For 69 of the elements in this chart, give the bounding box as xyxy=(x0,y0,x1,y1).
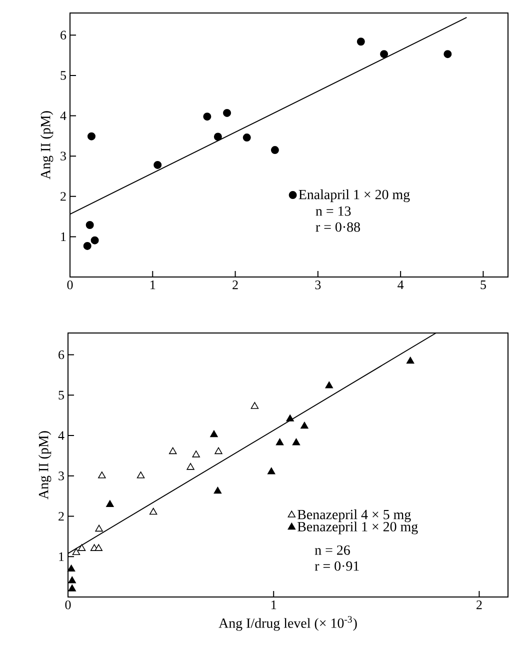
point xyxy=(68,584,76,592)
point xyxy=(214,447,222,454)
x-tick-label: 2 xyxy=(232,280,238,290)
point xyxy=(78,544,86,551)
point xyxy=(380,50,388,58)
x-axis-title: Ang I/drug level (× 10$^{-3}$) xyxy=(218,616,357,631)
y-tick-label: 5 xyxy=(58,390,64,400)
y-tick-label: 1 xyxy=(59,552,64,561)
point xyxy=(276,438,284,446)
x-tick-label: 5 xyxy=(480,280,486,290)
y-tick-label: 5 xyxy=(60,71,66,80)
y-tick-label: 3 xyxy=(60,152,66,160)
x-tick-label: 0 xyxy=(65,600,71,610)
point xyxy=(356,38,365,46)
point xyxy=(250,402,259,409)
legend-label: Benazepril 1 × 20 mg xyxy=(298,522,418,534)
x-tick-label: 3 xyxy=(315,280,321,290)
x-tick-label: 2 xyxy=(476,600,482,610)
point xyxy=(406,356,414,364)
annotation: n = 26 xyxy=(314,545,350,555)
x-tick-label: 1 xyxy=(150,280,156,290)
y-tick-label: 1 xyxy=(61,232,66,241)
point xyxy=(214,132,222,141)
point xyxy=(286,414,294,422)
point xyxy=(95,524,103,532)
point xyxy=(149,508,158,515)
point xyxy=(192,450,200,458)
point xyxy=(300,422,308,429)
point xyxy=(154,160,162,169)
point xyxy=(106,500,114,507)
point xyxy=(67,564,76,572)
y-tick-label: 4 xyxy=(60,112,66,120)
y-tick-label: 2 xyxy=(58,512,64,521)
point xyxy=(136,472,145,478)
legend-label: Enalapril 1 × 20 mg xyxy=(298,189,410,202)
y-tick-label: 6 xyxy=(58,350,64,360)
annotation: r = 0·88 xyxy=(316,222,360,232)
y-tick-label: 4 xyxy=(58,431,64,440)
y-tick-label: 2 xyxy=(60,192,66,201)
point xyxy=(87,132,96,140)
annotation: r = 0·91 xyxy=(314,561,359,571)
annotation: n = 13 xyxy=(316,206,351,216)
point xyxy=(83,242,92,250)
point xyxy=(203,112,212,121)
x-tick-label: 0 xyxy=(67,280,73,290)
point xyxy=(214,486,222,494)
point xyxy=(223,108,232,117)
point xyxy=(94,544,102,551)
point xyxy=(90,236,99,244)
point xyxy=(270,146,279,154)
point xyxy=(169,447,177,454)
point xyxy=(98,472,106,478)
point xyxy=(444,50,452,58)
point xyxy=(325,381,333,388)
point xyxy=(292,438,300,446)
y-axis-title: Ang II (pM) xyxy=(40,111,54,180)
point xyxy=(242,134,251,142)
point xyxy=(186,463,194,470)
legend-label: Benazepril 4 × 5 mg xyxy=(298,509,411,522)
y-axis-title: Ang II (pM) xyxy=(38,431,52,500)
point xyxy=(86,221,94,230)
x-tick-label: 4 xyxy=(398,280,404,290)
point xyxy=(72,548,80,556)
y-tick-label: 3 xyxy=(58,472,64,480)
point xyxy=(68,576,76,584)
point xyxy=(210,430,218,438)
x-tick-label: 1 xyxy=(272,600,276,610)
y-tick-label: 6 xyxy=(60,30,66,40)
point xyxy=(267,467,276,474)
